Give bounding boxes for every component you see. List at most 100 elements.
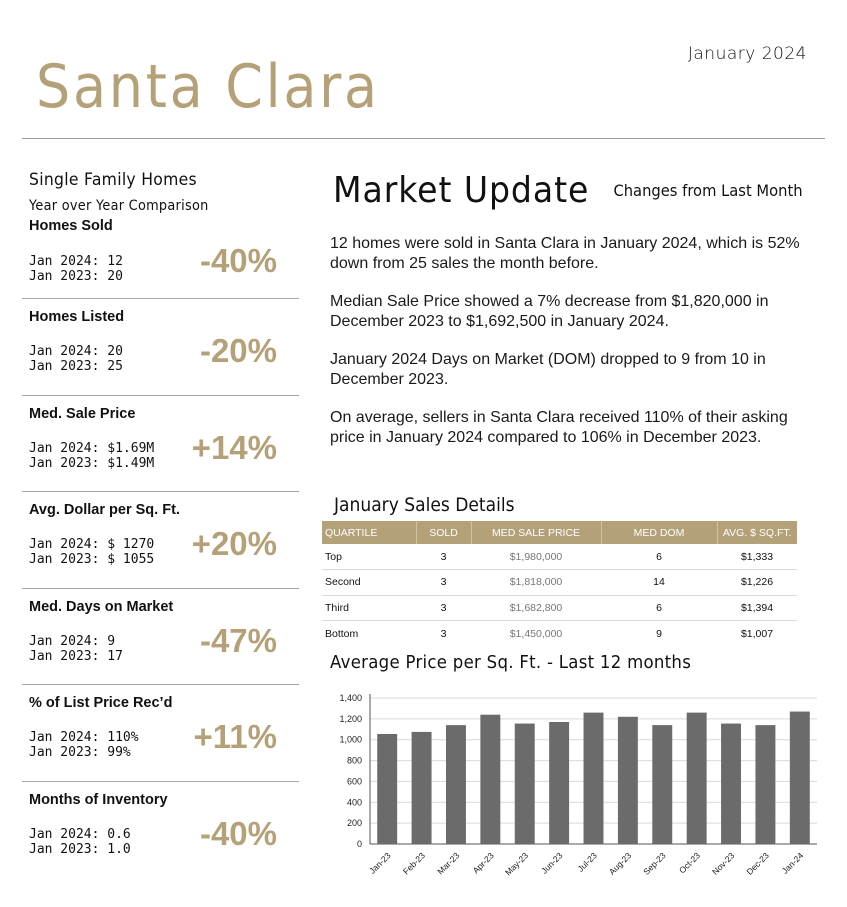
summary-paragraph: Median Sale Price showed a 7% decrease f… <box>330 293 769 330</box>
stat-label: Months of Inventory <box>29 791 168 808</box>
bar <box>789 711 810 844</box>
sales-details-table: QUARTILE SOLD MED SALE PRICE MED DOM AVG… <box>322 521 797 646</box>
bar <box>686 712 707 844</box>
stat-change: +20% <box>191 525 277 562</box>
stat-label: Avg. Dollar per Sq. Ft. <box>29 502 180 518</box>
x-tick-label: Jan-23 <box>367 850 393 876</box>
stat-homes-listed: Homes Listed Jan 2024: 20 Jan 2023: 25 -… <box>22 299 299 396</box>
stat-avg-dollar-sqft: Avg. Dollar per Sq. Ft. Jan 2024: $ 1270… <box>22 492 299 589</box>
stat-current: Jan 2024: 12 <box>29 254 123 269</box>
stat-current: Jan 2024: $ 1270 <box>29 537 155 552</box>
bar <box>617 716 638 844</box>
stat-change: +11% <box>193 718 278 755</box>
bar <box>652 725 673 844</box>
changes-label: Changes from Last Month <box>613 181 803 200</box>
y-tick-label: 400 <box>347 797 362 807</box>
table-cell: Bottom <box>325 627 359 640</box>
x-tick-label: Feb-23 <box>401 850 427 876</box>
table-cell: $1,007 <box>740 627 774 640</box>
x-tick-label: Aug-23 <box>607 850 634 877</box>
table-row: Third 3 $1,682,800 6 $1,394 <box>322 595 797 621</box>
stat-values: Jan 2024: $ 1270 Jan 2023: $ 1055 <box>29 537 154 567</box>
column-header: AVG. $ SQ.FT. <box>717 521 797 544</box>
chart-title: Average Price per Sq. Ft. - Last 12 mont… <box>330 652 692 673</box>
x-tick-label: Nov-23 <box>710 850 737 877</box>
bar <box>480 714 501 844</box>
stat-homes-sold: Homes Sold Jan 2024: 12 Jan 2023: 20 -40… <box>22 214 299 299</box>
table-cell: $1,394 <box>717 595 797 621</box>
stat-med-days-on-market: Med. Days on Market Jan 2024: 9 Jan 2023… <box>22 589 299 685</box>
bar <box>445 725 466 844</box>
column-header: QUARTILE <box>322 521 417 544</box>
table-cell: 3 <box>416 595 471 621</box>
table-cell: Second <box>322 569 416 596</box>
table-cell: 6 <box>601 595 717 621</box>
table-cell: 3 <box>440 627 447 640</box>
table-cell: 3 <box>416 544 471 570</box>
bar <box>721 723 742 844</box>
table-cell: $1,682,800 <box>471 595 601 621</box>
stat-current: Jan 2024: $1.69M <box>29 440 155 456</box>
y-tick-label: 1,000 <box>339 735 362 745</box>
table-cell: Top <box>322 544 416 570</box>
market-update-title: Market Update <box>333 170 590 211</box>
y-tick-label: 800 <box>347 756 362 766</box>
stat-current: Jan 2024: 0.6 <box>29 826 131 842</box>
stat-label: % of List Price Rec’d <box>29 695 173 711</box>
y-tick-label: 600 <box>347 776 362 786</box>
table-cell: 3 <box>416 569 471 596</box>
stat-values: Jan 2024: 110% Jan 2023: 99% <box>29 730 139 760</box>
stat-change: -47% <box>199 621 277 659</box>
bar <box>411 731 432 844</box>
stat-previous: Jan 2023: 25 <box>29 359 123 374</box>
stat-label: Homes Sold <box>29 218 113 234</box>
summary-paragraph: January 2024 Days on Market (DOM) droppe… <box>330 351 766 388</box>
stat-values: Jan 2024: $1.69M Jan 2023: $1.49M <box>29 441 154 471</box>
x-tick-label: Apr-23 <box>471 850 496 875</box>
stat-change: -40% <box>199 242 277 279</box>
table-cell: $1,818,000 <box>471 569 601 596</box>
stat-previous: Jan 2023: $ 1055 <box>29 552 155 567</box>
column-header: MED DOM <box>601 521 718 544</box>
table-cell: $1,226 <box>717 569 797 596</box>
table-row: Bottom 3 $1,450,000 9 $1,007 <box>322 621 797 647</box>
market-summary: 12 homes were sold in Santa Clara in Jan… <box>330 234 800 466</box>
table-cell: $1,980,000 <box>471 544 601 570</box>
table-cell: $1,450,000 <box>509 627 563 640</box>
stat-previous: Jan 2023: 20 <box>29 269 123 284</box>
x-tick-label: Jan-24 <box>780 850 806 876</box>
yoy-panel: Single Family Homes Year over Year Compa… <box>22 170 299 878</box>
column-header: MED SALE PRICE <box>471 521 602 544</box>
stat-label: Med. Days on Market <box>29 598 174 615</box>
stat-previous: Jan 2023: $1.49M <box>29 455 155 471</box>
x-tick-label: Oct-23 <box>677 850 702 875</box>
table-cell: 9 <box>656 627 662 640</box>
x-tick-label: Dec-23 <box>744 850 771 877</box>
stat-change: -40% <box>199 814 277 852</box>
table-row: Top 3 $1,980,000 6 $1,333 <box>322 544 797 570</box>
table-cell: 6 <box>601 544 717 570</box>
table-cell: Third <box>322 595 416 621</box>
bar <box>755 725 776 844</box>
stat-values: Jan 2024: 12 Jan 2023: 20 <box>29 254 123 284</box>
x-tick-label: Jul-23 <box>575 850 599 874</box>
yoy-panel-title: Single Family Homes <box>29 170 197 190</box>
sales-details-title: January Sales Details <box>334 494 515 516</box>
stat-change: -20% <box>199 332 277 369</box>
table-header-row: QUARTILE SOLD MED SALE PRICE MED DOM AVG… <box>322 521 797 544</box>
city-title: Santa Clara <box>36 52 380 122</box>
stat-med-sale-price: Med. Sale Price Jan 2024: $1.69M Jan 202… <box>22 396 299 492</box>
stat-months-inventory: Months of Inventory Jan 2024: 0.6 Jan 20… <box>22 782 299 879</box>
y-tick-label: 1,200 <box>339 714 362 724</box>
y-tick-label: 200 <box>347 818 362 828</box>
stat-values: Jan 2024: 20 Jan 2023: 25 <box>29 344 123 374</box>
yoy-panel-subtitle: Year over Year Comparison <box>29 198 209 214</box>
header-divider <box>22 138 825 139</box>
stat-previous: Jan 2023: 99% <box>29 745 131 760</box>
report-date: January 2024 <box>687 44 807 64</box>
bar <box>583 712 604 844</box>
table-cell: 14 <box>601 569 717 596</box>
x-tick-label: Jun-23 <box>539 850 565 876</box>
table-row: Second 3 $1,818,000 14 $1,226 <box>322 569 797 596</box>
x-tick-label: Mar-23 <box>435 850 461 876</box>
